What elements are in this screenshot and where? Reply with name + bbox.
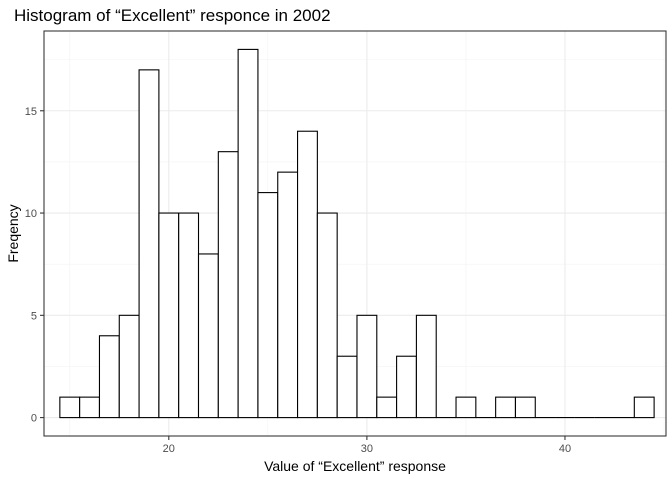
histogram-bar bbox=[633, 396, 655, 419]
histogram-bar bbox=[297, 130, 318, 419]
y-axis-ticks: 0 5 10 15 bbox=[25, 106, 44, 425]
histogram-bar bbox=[376, 396, 398, 419]
histogram-bar bbox=[79, 396, 101, 419]
x-tick-label: 40 bbox=[559, 443, 571, 455]
histogram-bar bbox=[98, 335, 120, 419]
x-tick-label: 30 bbox=[361, 443, 373, 455]
histogram-bar bbox=[138, 69, 160, 419]
histogram-bar bbox=[336, 355, 358, 419]
panel-border bbox=[43, 30, 667, 437]
bars bbox=[59, 48, 655, 419]
histogram-bar bbox=[356, 314, 378, 419]
histogram-bar bbox=[59, 396, 81, 419]
histogram-bar bbox=[118, 314, 140, 419]
x-axis-label: Value of “Excellent” response bbox=[264, 458, 446, 474]
histogram-bar bbox=[257, 192, 279, 419]
y-tick-label: 10 bbox=[25, 208, 37, 220]
x-tick-label: 20 bbox=[163, 443, 175, 455]
histogram-bar bbox=[178, 212, 200, 419]
histogram-bar bbox=[316, 212, 338, 419]
histogram-bar bbox=[396, 355, 417, 419]
histogram-bar bbox=[197, 253, 219, 419]
histogram-bar bbox=[217, 151, 239, 419]
histogram-bar bbox=[415, 314, 437, 419]
histogram-bar bbox=[237, 48, 259, 419]
histogram-bar bbox=[277, 171, 299, 419]
y-tick-label: 15 bbox=[25, 106, 37, 118]
chart-title: Histogram of “Excellent” responce in 200… bbox=[14, 6, 331, 25]
histogram-bar bbox=[495, 396, 517, 419]
x-axis-ticks: 20 30 40 bbox=[163, 436, 571, 455]
y-axis-label: Freqency bbox=[5, 204, 21, 262]
histogram-bar bbox=[514, 396, 536, 419]
y-tick-label: 5 bbox=[31, 310, 37, 322]
y-tick-label: 0 bbox=[31, 413, 37, 425]
histogram-bar bbox=[158, 212, 180, 419]
histogram-bar bbox=[455, 396, 477, 419]
